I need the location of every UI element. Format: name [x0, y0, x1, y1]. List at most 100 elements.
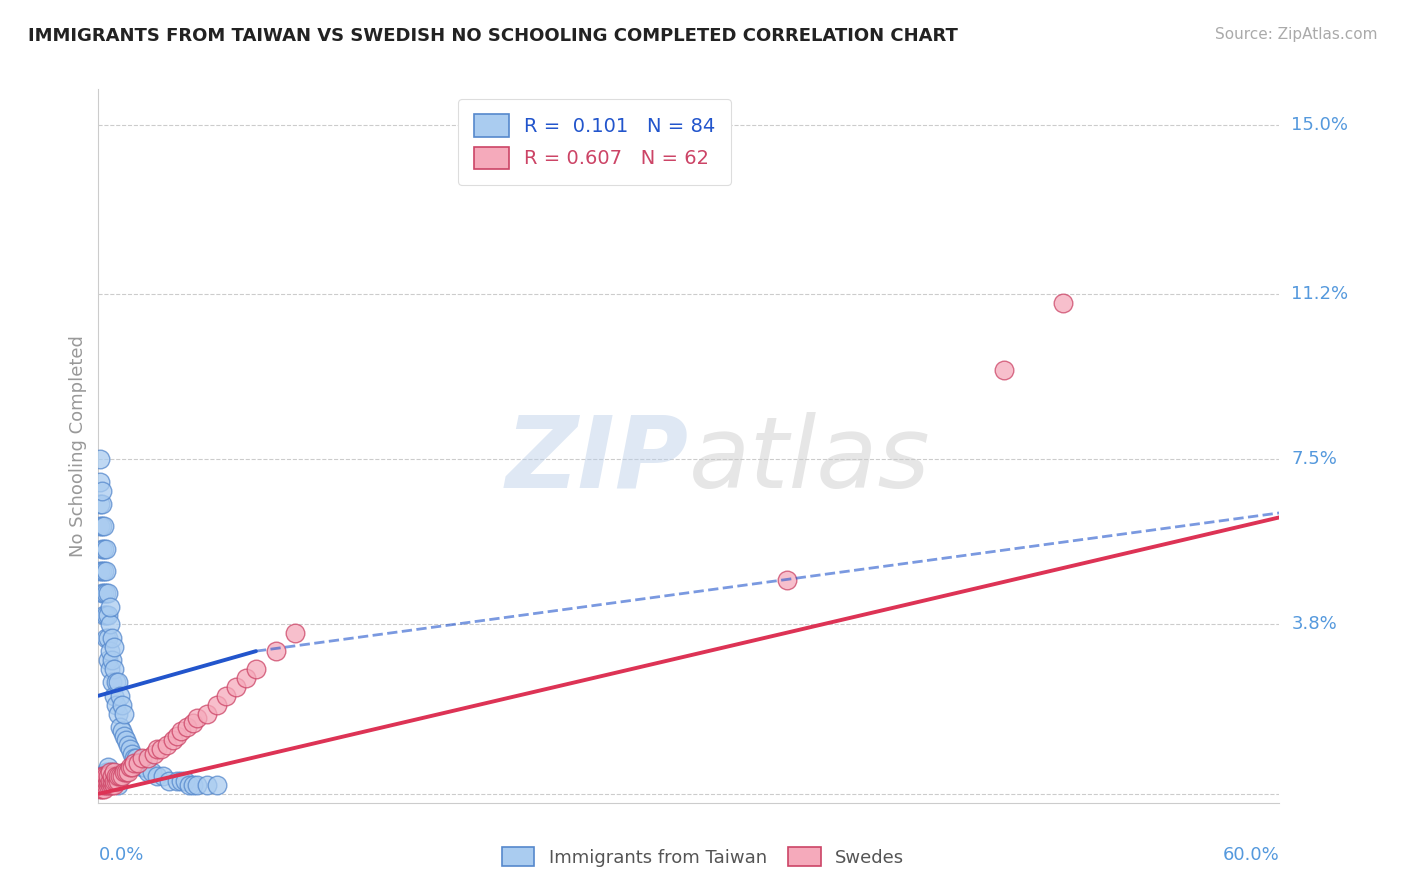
Point: [101, 769, 124, 783]
Point: [103, 773, 125, 788]
Point: [96, 769, 118, 783]
Point: [993, 363, 1015, 377]
Point: [112, 706, 135, 721]
Point: [91, 541, 114, 556]
Point: [96, 608, 118, 623]
Point: [89, 782, 111, 797]
Point: [131, 760, 153, 774]
Point: [157, 773, 180, 788]
Point: [112, 764, 135, 779]
Point: [103, 689, 125, 703]
Point: [101, 764, 124, 779]
Point: [170, 724, 193, 739]
Point: [103, 778, 125, 792]
Point: [101, 778, 124, 792]
Point: [136, 764, 159, 779]
Point: [89, 497, 111, 511]
Point: [105, 773, 128, 788]
Point: [181, 715, 204, 730]
Point: [127, 756, 149, 770]
Point: [118, 742, 141, 756]
Point: [108, 769, 131, 783]
Point: [166, 773, 188, 788]
Point: [117, 738, 139, 752]
Point: [170, 773, 193, 788]
Point: [89, 475, 111, 489]
Point: [103, 764, 125, 779]
Text: 7.5%: 7.5%: [1291, 450, 1337, 468]
Point: [108, 689, 131, 703]
Point: [105, 698, 128, 712]
Point: [121, 747, 143, 761]
Point: [93, 773, 115, 788]
Point: [93, 769, 115, 783]
Point: [96, 778, 118, 792]
Point: [93, 541, 115, 556]
Point: [93, 586, 115, 600]
Point: [111, 698, 134, 712]
Point: [98, 773, 121, 788]
Point: [166, 729, 188, 743]
Point: [93, 773, 115, 788]
Text: ZIP: ZIP: [506, 412, 689, 508]
Point: [264, 644, 287, 658]
Point: [107, 706, 129, 721]
Point: [89, 519, 111, 533]
Text: 60.0%: 60.0%: [1223, 846, 1279, 863]
Point: [186, 778, 208, 792]
Point: [177, 778, 200, 792]
Point: [91, 773, 114, 788]
Point: [162, 733, 184, 747]
Point: [98, 617, 121, 632]
Point: [98, 599, 121, 614]
Point: [97, 778, 120, 792]
Point: [174, 773, 197, 788]
Text: 15.0%: 15.0%: [1291, 116, 1348, 134]
Point: [93, 519, 115, 533]
Point: [776, 573, 799, 587]
Point: [96, 564, 118, 578]
Point: [91, 586, 114, 600]
Point: [152, 769, 174, 783]
Point: [97, 608, 120, 623]
Point: [97, 653, 120, 667]
Point: [105, 773, 128, 788]
Point: [97, 769, 120, 783]
Point: [89, 773, 111, 788]
Point: [205, 698, 228, 712]
Point: [107, 675, 129, 690]
Point: [107, 769, 129, 783]
Point: [115, 764, 138, 779]
Point: [96, 541, 118, 556]
Point: [111, 769, 134, 783]
Point: [101, 773, 124, 788]
Legend: R =  0.101   N = 84, R = 0.607   N = 62: R = 0.101 N = 84, R = 0.607 N = 62: [458, 99, 731, 185]
Point: [117, 764, 139, 779]
Point: [98, 778, 121, 792]
Point: [96, 773, 118, 788]
Point: [98, 773, 121, 788]
Point: [146, 742, 169, 756]
Point: [111, 724, 134, 739]
Point: [97, 631, 120, 645]
Point: [91, 564, 114, 578]
Text: 11.2%: 11.2%: [1291, 285, 1348, 303]
Point: [186, 711, 208, 725]
Point: [97, 764, 120, 779]
Point: [98, 662, 121, 676]
Point: [89, 778, 111, 792]
Point: [105, 769, 128, 783]
Point: [97, 773, 120, 788]
Point: [98, 764, 121, 779]
Text: 3.8%: 3.8%: [1291, 615, 1337, 633]
Point: [195, 706, 218, 721]
Point: [101, 675, 124, 690]
Point: [125, 751, 148, 765]
Point: [121, 760, 143, 774]
Point: [127, 756, 149, 770]
Point: [131, 751, 153, 765]
Point: [107, 778, 129, 792]
Point: [128, 756, 150, 770]
Point: [112, 729, 135, 743]
Point: [91, 769, 114, 783]
